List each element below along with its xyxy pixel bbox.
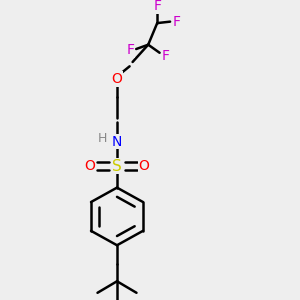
Text: S: S [112, 158, 122, 173]
Text: O: O [139, 159, 149, 173]
Text: F: F [126, 44, 134, 58]
Text: N: N [112, 134, 122, 148]
Text: F: F [162, 49, 170, 63]
Text: O: O [112, 72, 122, 86]
Text: H: H [98, 132, 107, 145]
Text: F: F [173, 15, 181, 28]
Text: O: O [85, 159, 95, 173]
Text: F: F [153, 0, 161, 13]
